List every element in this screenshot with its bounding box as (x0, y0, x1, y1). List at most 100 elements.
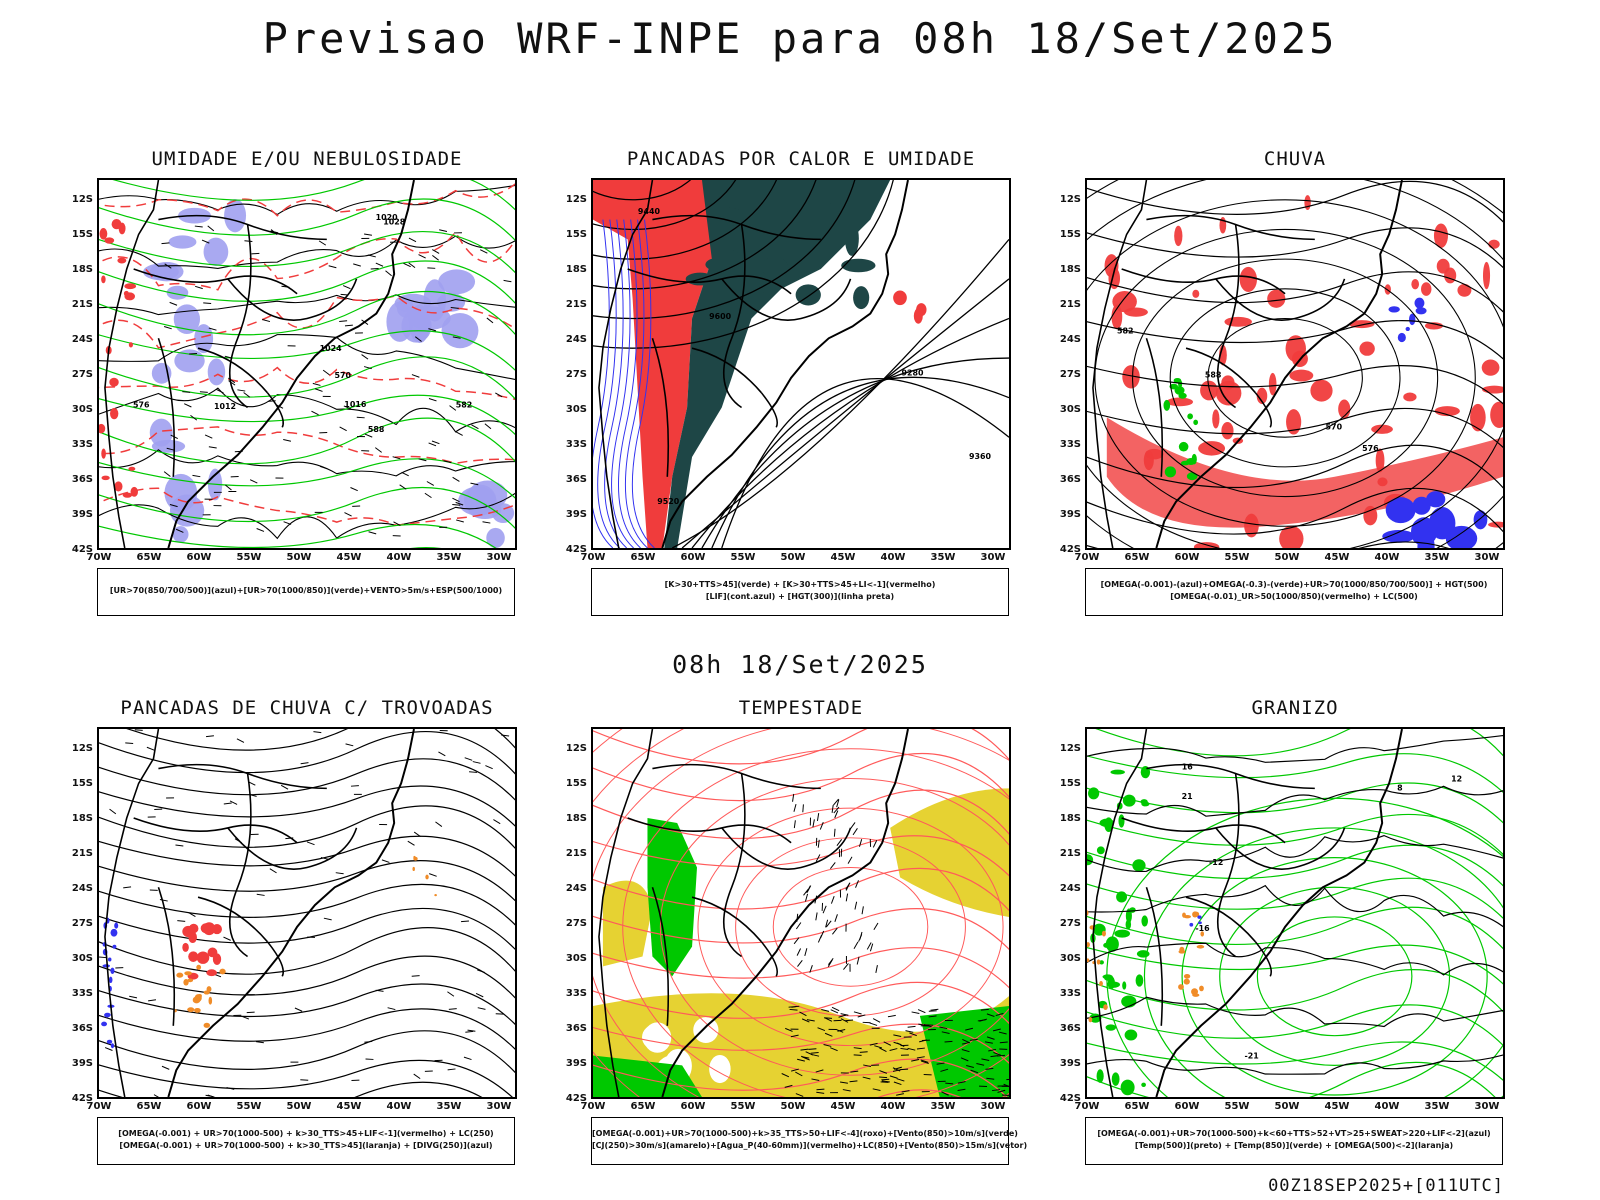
lon-tick-label: 60W (680, 1101, 706, 1112)
lat-tick-label: 21S (1059, 299, 1081, 310)
lat-tick-label: 24S (71, 334, 93, 345)
lon-tick-label: 45W (1324, 552, 1350, 563)
svg-text:-21: -21 (1244, 1052, 1258, 1061)
svg-text:570: 570 (1326, 422, 1343, 431)
lat-tick-label: 21S (71, 299, 93, 310)
lon-tick-label: 45W (1324, 1101, 1350, 1112)
lat-tick-label: 24S (565, 883, 587, 894)
lat-tick-label: 18S (565, 813, 587, 824)
panel-title: CHUVA (1263, 148, 1327, 170)
svg-text:9440: 9440 (638, 207, 661, 216)
lat-tick-label: 33S (565, 439, 587, 450)
lat-tick-label: 36S (565, 474, 587, 485)
svg-text:21: 21 (1182, 792, 1193, 801)
lat-tick-label: 36S (71, 1023, 93, 1034)
lon-tick-label: 45W (336, 552, 362, 563)
legend-umidade: [UR>70(850/700/500)](azul)+[UR>70(1000/8… (97, 568, 515, 616)
main-title: Previsao WRF-INPE para 08h 18/Set/2025 (262, 14, 1338, 63)
lon-tick-label: 50W (286, 552, 312, 563)
svg-text:-12: -12 (1209, 858, 1223, 867)
svg-text:9600: 9600 (709, 312, 732, 321)
svg-text:576: 576 (1362, 444, 1379, 453)
lon-tick-label: 35W (1424, 1101, 1450, 1112)
lat-tick-label: 18S (565, 264, 587, 275)
lat-tick-label: 36S (565, 1023, 587, 1034)
panel-title: GRANIZO (1251, 697, 1339, 719)
legend-granizo: [OMEGA(-0.001)+UR>70(1000-500)+k<60+TTS>… (1085, 1117, 1503, 1165)
lat-tick-label: 15S (71, 778, 93, 789)
legend-line: [OMEGA(-0.001)-(azul)+OMEGA(-0.3)-(verde… (1100, 580, 1488, 589)
lon-tick-label: 60W (680, 552, 706, 563)
legend-line: [OMEGA(-0.01)_UR>50(1000/850)(vermelho) … (1170, 592, 1418, 601)
lat-tick-label: 36S (1059, 474, 1081, 485)
lat-tick-label: 30S (565, 953, 587, 964)
lat-tick-label: 42S (71, 1093, 93, 1104)
lon-tick-label: 50W (1274, 552, 1300, 563)
lon-tick-label: 70W (86, 1101, 112, 1112)
lon-tick-label: 35W (436, 552, 462, 563)
svg-text:582: 582 (456, 401, 473, 410)
lat-tick-label: 39S (1059, 1058, 1081, 1069)
lat-tick-label: 27S (565, 369, 587, 380)
lon-tick-label: 40W (386, 552, 412, 563)
lon-tick-label: 65W (136, 1101, 162, 1112)
lat-tick-label: 39S (565, 1058, 587, 1069)
lat-tick-label: 12S (71, 194, 93, 205)
lon-tick-label: 30W (980, 552, 1006, 563)
panel-title: UMIDADE E/OU NEBULOSIDADE (151, 148, 463, 170)
lon-tick-label: 55W (236, 552, 262, 563)
svg-text:9280: 9280 (901, 369, 924, 378)
svg-text:16: 16 (1182, 762, 1194, 771)
map-canvas: 588 582 576 570 (1087, 180, 1503, 548)
svg-text:576: 576 (133, 400, 150, 409)
lat-tick-label: 21S (71, 848, 93, 859)
lat-tick-label: 27S (71, 918, 93, 929)
run-timestamp: 00Z18SEP2025+[011UTC] (1268, 1176, 1504, 1196)
lon-tick-label: 50W (780, 552, 806, 563)
lat-tick-label: 30S (565, 404, 587, 415)
lon-tick-label: 65W (1124, 1101, 1150, 1112)
lat-tick-label: 18S (71, 264, 93, 275)
map-canvas: 9600 9520 9440 9360 9280 (593, 180, 1009, 548)
legend-line: [CJ(250)>30m/s](amarelo)+[Agua_P(40-60mm… (592, 1141, 1028, 1150)
svg-text:588: 588 (1205, 371, 1222, 380)
lat-tick-label: 27S (1059, 918, 1081, 929)
legend-chuva: [OMEGA(-0.001)-(azul)+OMEGA(-0.3)-(verde… (1085, 568, 1503, 616)
map-canvas: 1012 1016 1020 1024 1028 570 576 582 588 (99, 180, 515, 548)
lat-tick-label: 39S (1059, 509, 1081, 520)
lat-tick-label: 12S (1059, 194, 1081, 205)
lon-tick-label: 40W (1374, 1101, 1400, 1112)
lat-tick-label: 30S (1059, 953, 1081, 964)
svg-text:582: 582 (1117, 327, 1134, 336)
lat-tick-label: 36S (1059, 1023, 1081, 1034)
lon-tick-label: 70W (580, 1101, 606, 1112)
lat-tick-label: 33S (1059, 439, 1081, 450)
svg-text:1020: 1020 (376, 213, 399, 222)
lon-tick-label: 55W (730, 1101, 756, 1112)
svg-text:570: 570 (334, 371, 351, 380)
lat-tick-label: 30S (71, 953, 93, 964)
lat-tick-label: 12S (1059, 743, 1081, 754)
mid-date-label: 08h 18/Set/2025 (672, 650, 928, 679)
lon-tick-label: 70W (86, 552, 112, 563)
lon-tick-label: 30W (980, 1101, 1006, 1112)
lon-tick-label: 30W (1474, 1101, 1500, 1112)
lat-tick-label: 15S (565, 778, 587, 789)
svg-text:8: 8 (1397, 783, 1403, 792)
lon-tick-label: 50W (780, 1101, 806, 1112)
lon-tick-label: 40W (880, 1101, 906, 1112)
lat-tick-label: 15S (1059, 778, 1081, 789)
lon-tick-label: 45W (830, 552, 856, 563)
lon-tick-label: 30W (486, 552, 512, 563)
legend-line: [OMEGA(-0.001) + UR>70(1000-500) + k>30_… (119, 1141, 493, 1150)
lon-tick-label: 40W (1374, 552, 1400, 563)
lat-tick-label: 21S (565, 848, 587, 859)
lat-tick-label: 15S (565, 229, 587, 240)
lat-tick-label: 21S (1059, 848, 1081, 859)
lon-tick-label: 55W (236, 1101, 262, 1112)
map-chuva: 588 582 576 570 (1085, 178, 1505, 550)
lat-tick-label: 33S (71, 439, 93, 450)
lon-tick-label: 50W (1274, 1101, 1300, 1112)
lat-tick-label: 21S (565, 299, 587, 310)
